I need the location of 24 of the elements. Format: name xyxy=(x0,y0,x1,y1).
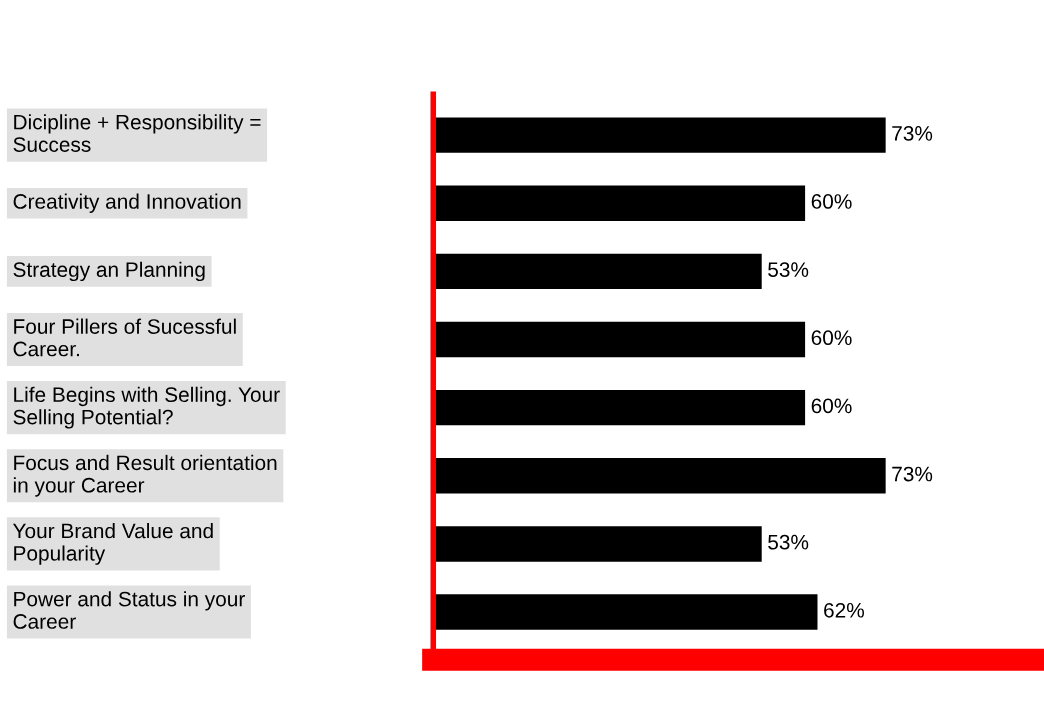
data-label: 73% xyxy=(892,466,933,482)
bar xyxy=(433,185,806,221)
y-tick-label: Power and Status in your Career xyxy=(13,591,245,629)
y-tick-label: Creativity and Innovation xyxy=(13,193,241,213)
data-label: 53% xyxy=(768,262,809,277)
y-tick-label: Strategy an Planning xyxy=(13,261,205,282)
data-label: 62% xyxy=(824,602,864,618)
y-tick-label: Life Begins with Selling. Your Selling Potential? xyxy=(13,386,280,429)
y-tick-label: Dicipline + Responsibility = Success xyxy=(13,114,261,152)
bar xyxy=(433,389,806,426)
data-label: 60% xyxy=(811,398,852,414)
bar xyxy=(433,526,762,562)
y-tick-label: Your Brand Value and Popularity xyxy=(12,522,213,565)
data-label: 53% xyxy=(768,534,809,550)
data-label: 73% xyxy=(892,125,933,141)
y-tick-label: Focus and Result orientation in your Career xyxy=(13,454,277,497)
data-label: 60% xyxy=(811,330,852,346)
bar xyxy=(433,321,806,358)
y-tick-label: Four Pillers of Sucessful Career. xyxy=(13,318,236,357)
bar xyxy=(433,458,886,494)
bar xyxy=(433,253,762,290)
bar xyxy=(433,594,818,630)
data-label: 60% xyxy=(811,194,852,209)
bar xyxy=(433,117,886,153)
